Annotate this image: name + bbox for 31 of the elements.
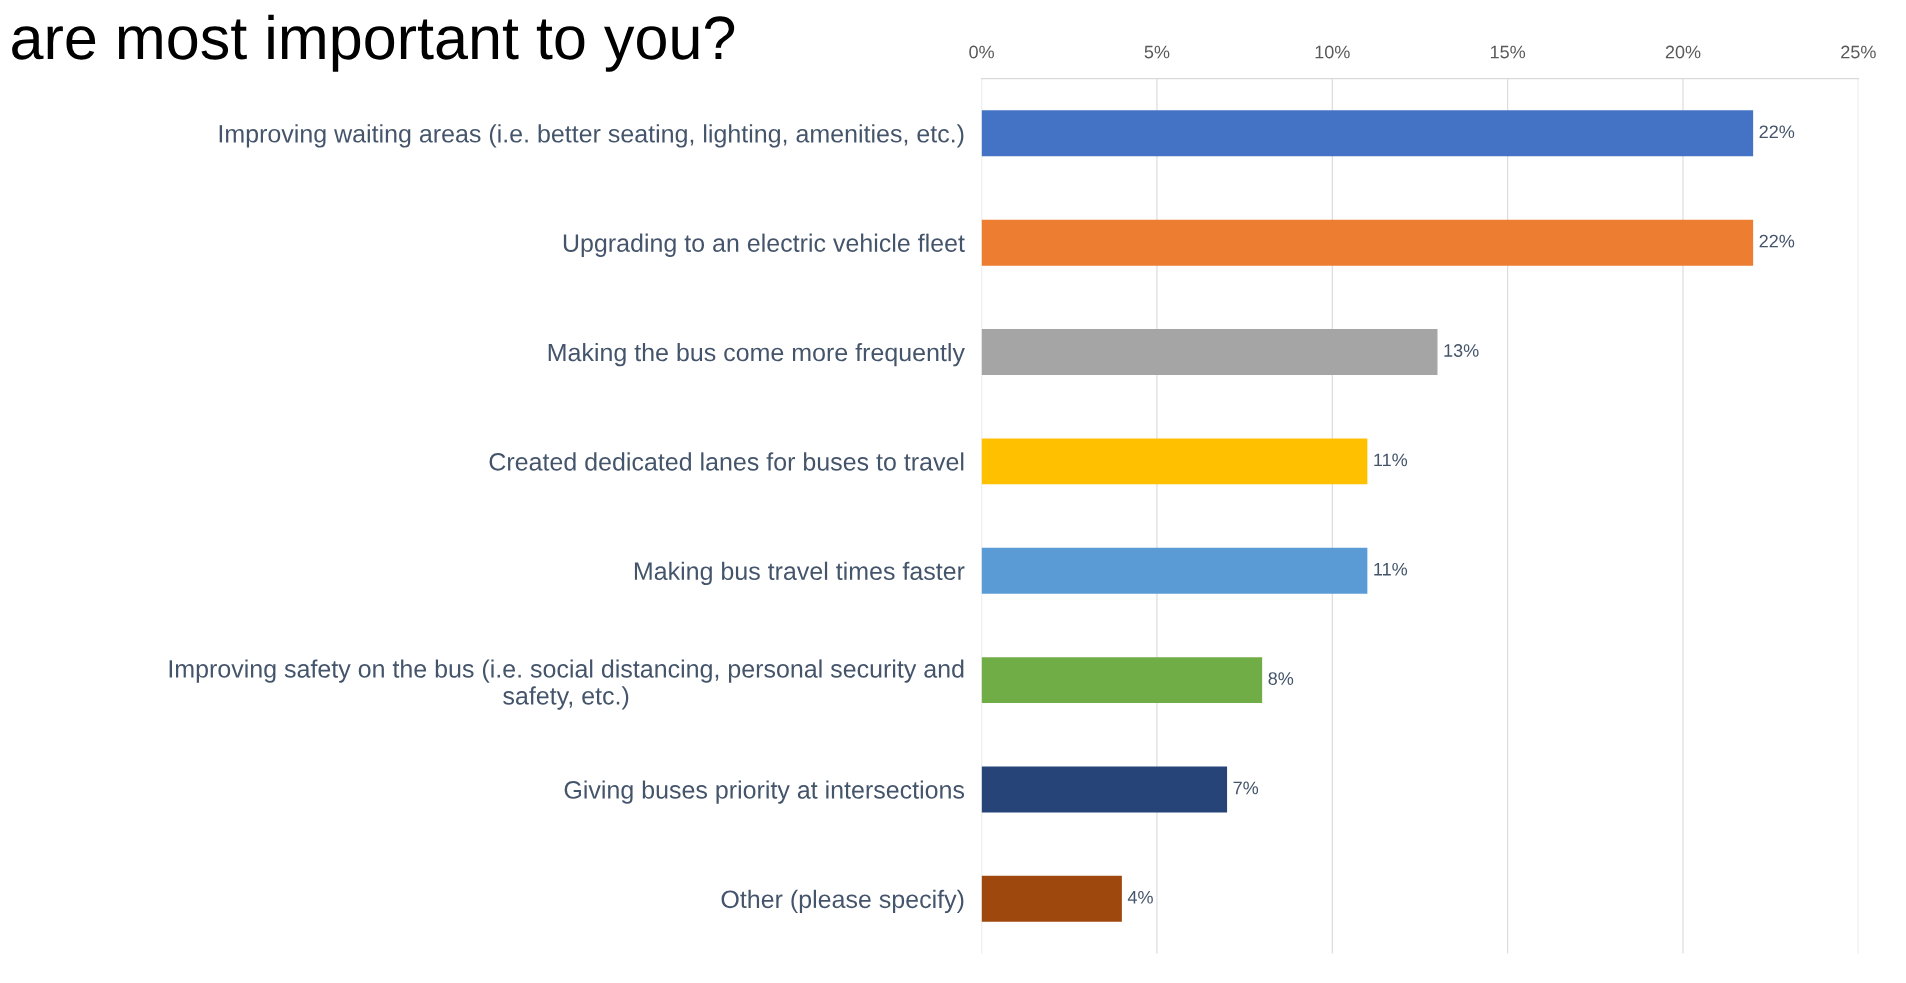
bar	[981, 219, 1754, 266]
data-label: 22%	[1759, 234, 1795, 248]
data-label: 4%	[1127, 890, 1153, 904]
data-label: 11%	[1374, 562, 1408, 576]
y-tick-label: Giving buses priority at intersections	[564, 780, 965, 804]
y-tick-label: Created dedicated lanes for buses to travel	[489, 452, 964, 471]
y-tick-label: Upgrading to an electric vehicle fleet	[563, 233, 965, 257]
bar	[981, 110, 1754, 157]
data-label: 22%	[1759, 125, 1795, 139]
data-label: 11%	[1374, 453, 1408, 467]
bar	[981, 438, 1368, 485]
data-label: 13%	[1444, 344, 1479, 357]
x-tick-label: 15%	[1490, 45, 1526, 59]
y-tick-label: Making the bus come more frequently	[548, 342, 965, 367]
bar	[981, 547, 1368, 594]
y-tick-label: Other (please specify)	[721, 889, 964, 914]
y-tick-label: Making bus travel times faster	[634, 561, 965, 585]
data-label: 7%	[1233, 781, 1259, 795]
x-tick-label: 10%	[1315, 45, 1350, 59]
x-tick-label: 0%	[969, 45, 994, 59]
bar	[981, 329, 1438, 375]
x-tick-label: 20%	[1665, 45, 1701, 59]
bar	[981, 875, 1122, 922]
bar	[981, 657, 1263, 704]
bar	[981, 766, 1228, 813]
y-tick-label: Improving waiting areas (i.e. better seating, lighting, amenities, etc.)	[219, 124, 964, 148]
y-tick-label: Improving safety on the bus (i.e. social distancing, personal security and safety, etc.)	[169, 659, 964, 710]
text: are most important to you?	[12, 14, 735, 72]
x-tick-label: 25%	[1841, 45, 1876, 59]
x-tick-label: 5%	[1144, 45, 1170, 59]
data-label: 8%	[1268, 672, 1294, 685]
